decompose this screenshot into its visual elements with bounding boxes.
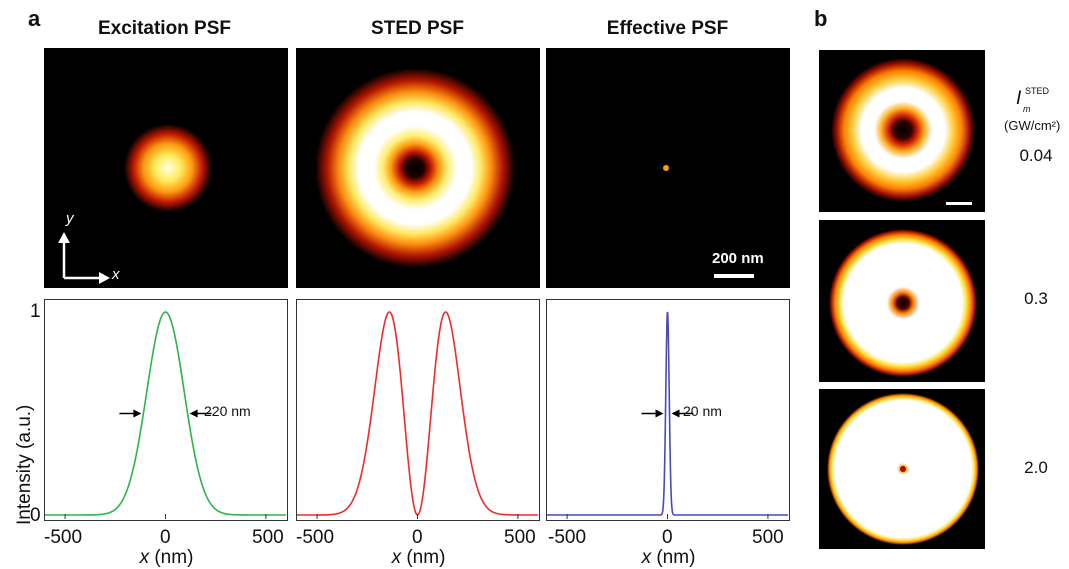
effective-spot xyxy=(663,165,669,171)
plot-effective-svg xyxy=(547,311,788,519)
axis-y-letter: y xyxy=(66,210,74,227)
sted-image-20-svg xyxy=(819,389,985,549)
scale-bar xyxy=(714,274,754,278)
x-tick-0-1: 0 xyxy=(160,527,171,548)
side-value-03: 0.3 xyxy=(1024,289,1048,308)
x-tick-500-1: 500 xyxy=(252,527,284,548)
x-tick-500-2: 500 xyxy=(504,527,536,548)
sted-image-20 xyxy=(819,389,985,549)
side-value-20: 2.0 xyxy=(1024,458,1048,477)
sted-image-03-svg xyxy=(819,220,985,382)
title-sted-psf: STED PSF xyxy=(371,18,464,39)
plot-excitation-svg xyxy=(45,311,286,519)
series-line-0 xyxy=(45,311,286,516)
sted-donut xyxy=(315,68,515,268)
x-tick-0-2: 0 xyxy=(412,527,423,548)
scale-bar-b xyxy=(946,202,972,205)
x-axis-label-3: x (nm) xyxy=(641,547,696,568)
series-line-2 xyxy=(547,311,788,516)
x-axis-label-1: x (nm) xyxy=(139,547,194,568)
title-excitation-psf: Excitation PSF xyxy=(97,18,232,39)
excitation-psf-image: y x xyxy=(44,48,288,288)
panel-letter-b: b xyxy=(814,6,828,31)
plot-sted-svg xyxy=(297,311,538,519)
excitation-spot xyxy=(124,124,212,212)
x-tick-500-3: 500 xyxy=(752,527,784,548)
sted-image-004-svg xyxy=(819,50,985,212)
fwhm-arrow-icon xyxy=(189,409,212,418)
plot-excitation xyxy=(44,299,288,521)
sted-image-004 xyxy=(819,50,985,212)
panel-letter-a: a xyxy=(28,6,41,31)
sted-image-03 xyxy=(819,220,985,382)
series-line-1 xyxy=(297,311,538,516)
fwhm-arrow-icon xyxy=(119,409,142,418)
donut-004 xyxy=(831,58,975,202)
side-value-004: 0.04 xyxy=(1019,146,1053,165)
plot-sted xyxy=(296,299,540,521)
sted-psf-image xyxy=(296,48,540,288)
fwhm-arrow-icon xyxy=(671,409,694,418)
side-header-symbol: I xyxy=(1016,88,1022,109)
excitation-psf-svg xyxy=(44,48,288,288)
fwhm-effective-label: 20 nm xyxy=(683,403,722,419)
center-spot-20 xyxy=(900,466,906,472)
effective-psf-image: 200 nm xyxy=(546,48,790,288)
side-header-unit: (GW/cm²) xyxy=(1004,118,1061,133)
scale-bar-label: 200 nm xyxy=(712,250,764,267)
donut-03 xyxy=(829,229,977,377)
y-tick-0: 0 xyxy=(30,505,41,526)
x-tick-minus500-2: -500 xyxy=(296,527,335,548)
title-effective-psf: Effective PSF xyxy=(606,18,729,39)
effective-psf-svg xyxy=(546,48,790,288)
fwhm-excitation-label: 220 nm xyxy=(204,403,251,419)
x-tick-minus500-1: -500 xyxy=(44,527,83,548)
side-header-sub: m xyxy=(1023,104,1031,114)
side-header: I STED m (GW/cm²) xyxy=(1004,86,1066,133)
axis-x-letter: x xyxy=(112,266,120,283)
plot-effective xyxy=(546,299,790,521)
fwhm-arrow-icon xyxy=(641,409,664,418)
x-tick-minus500-3: -500 xyxy=(548,527,587,548)
y-tick-1: 1 xyxy=(30,301,41,322)
side-header-sup: STED xyxy=(1025,86,1050,96)
sted-psf-svg xyxy=(296,48,540,288)
x-tick-0-3: 0 xyxy=(662,527,673,548)
x-axis-label-2: x (nm) xyxy=(391,547,446,568)
